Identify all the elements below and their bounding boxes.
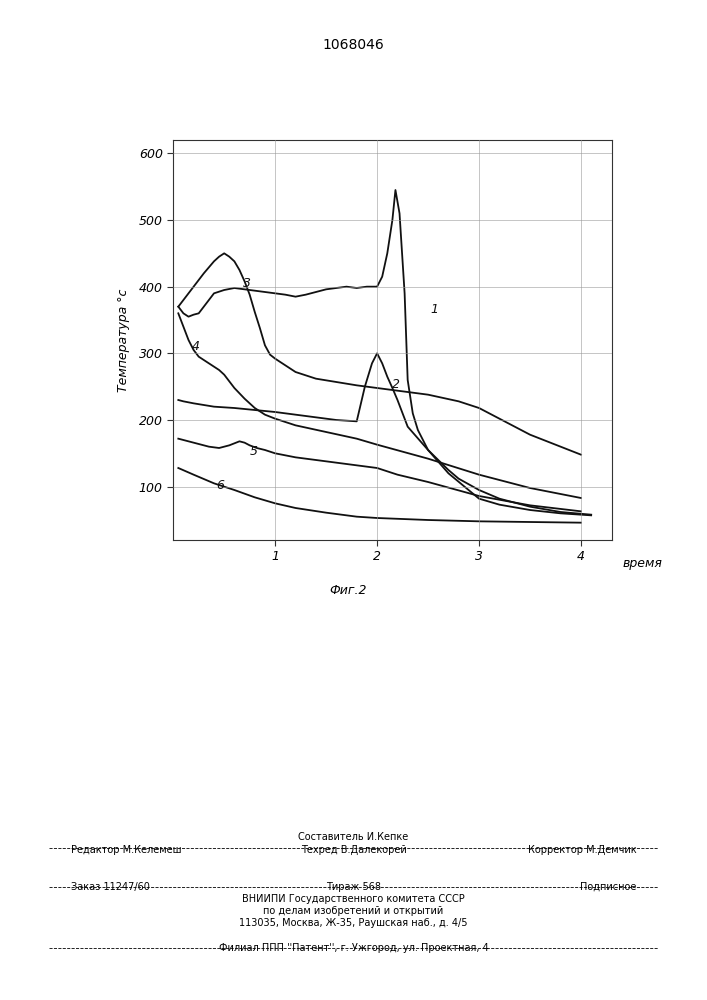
Text: Фиг.2: Фиг.2 (329, 584, 368, 597)
Text: 4: 4 (192, 340, 199, 353)
Text: 2: 2 (392, 378, 400, 391)
Text: Составитель И.Кепке: Составитель И.Кепке (298, 832, 409, 842)
Text: 6: 6 (216, 479, 224, 492)
Text: ВНИИПИ Государственного комитета СССР: ВНИИПИ Государственного комитета СССР (242, 894, 465, 904)
Text: Тираж 568: Тираж 568 (326, 882, 381, 892)
Text: Подписное: Подписное (580, 882, 636, 892)
Text: Заказ 11247/60: Заказ 11247/60 (71, 882, 150, 892)
Text: Техред В.Далекорей: Техред В.Далекорей (300, 845, 407, 855)
Text: 1068046: 1068046 (322, 38, 385, 52)
Text: Редактор М.Келемеш: Редактор М.Келемеш (71, 845, 181, 855)
Text: 1: 1 (430, 303, 438, 316)
Text: по делам изобретений и открытий: по делам изобретений и открытий (264, 906, 443, 916)
Text: Корректор М.Демчик: Корректор М.Демчик (527, 845, 636, 855)
Text: время: время (623, 557, 662, 570)
Text: Филиал ППП ''Патент'', г. Ужгород, ул. Проектная, 4: Филиал ППП ''Патент'', г. Ужгород, ул. П… (218, 943, 489, 953)
Text: 3: 3 (243, 277, 250, 290)
Text: 113035, Москва, Ж-35, Раушская наб., д. 4/5: 113035, Москва, Ж-35, Раушская наб., д. … (239, 918, 468, 928)
Y-axis label: Температура °с: Температура °с (117, 288, 131, 392)
Text: 5: 5 (250, 445, 257, 458)
